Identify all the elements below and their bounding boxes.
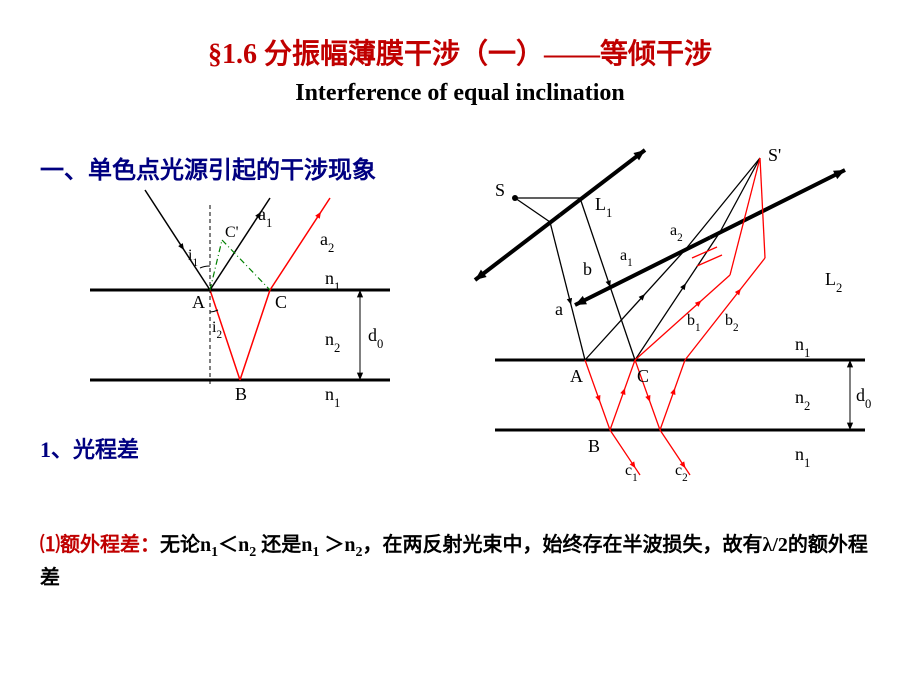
paragraph-1: ⑴额外程差：无论n1＜n2 还是n1 ＞n2，在两反射光束中，始终存在半波损失，… <box>40 530 880 593</box>
svg-text:a: a <box>555 299 563 319</box>
diagram-left: i1i2a1a2n1n2n1d0ACC'B <box>80 180 410 410</box>
svg-text:A: A <box>192 292 205 312</box>
diagram-right: S S' L1 L2 ab a1 a2 b1 b2 c1 c2 A C Bn1 n2 n1 d0 <box>455 130 885 490</box>
svg-text:A: A <box>570 366 583 386</box>
svg-text:C: C <box>637 366 649 386</box>
svg-text:a2: a2 <box>670 222 683 244</box>
svg-text:n1: n1 <box>795 334 810 360</box>
svg-text:d0: d0 <box>856 385 871 411</box>
svg-text:b1: b1 <box>687 312 701 334</box>
svg-text:d0: d0 <box>368 325 383 351</box>
svg-text:L1: L1 <box>595 194 612 220</box>
svg-text:b: b <box>583 259 592 279</box>
svg-text:B: B <box>588 436 600 456</box>
svg-text:S': S' <box>768 145 781 165</box>
svg-text:c2: c2 <box>675 462 688 484</box>
svg-text:n2: n2 <box>795 387 810 413</box>
svg-text:a1: a1 <box>258 204 272 230</box>
svg-text:S: S <box>495 180 505 200</box>
svg-text:i1: i1 <box>188 247 198 269</box>
svg-text:a1: a1 <box>620 247 633 269</box>
svg-text:B: B <box>235 384 247 404</box>
svg-text:C': C' <box>225 224 239 241</box>
svg-text:L2: L2 <box>825 269 842 295</box>
svg-text:b2: b2 <box>725 312 739 334</box>
svg-text:C: C <box>275 292 287 312</box>
slide: §1.6 分振幅薄膜干涉（一）——等倾干涉 Interference of eq… <box>0 0 920 690</box>
sub-heading-1: 1、光程差 <box>40 432 139 464</box>
title-main: §1.6 分振幅薄膜干涉（一）——等倾干涉 <box>0 32 920 72</box>
svg-text:a2: a2 <box>320 229 334 255</box>
svg-text:c1: c1 <box>625 462 638 484</box>
svg-text:n2: n2 <box>325 329 340 355</box>
svg-text:n1: n1 <box>795 444 810 470</box>
svg-text:n1: n1 <box>325 384 340 410</box>
subtitle: Interference of equal inclination <box>0 80 920 107</box>
